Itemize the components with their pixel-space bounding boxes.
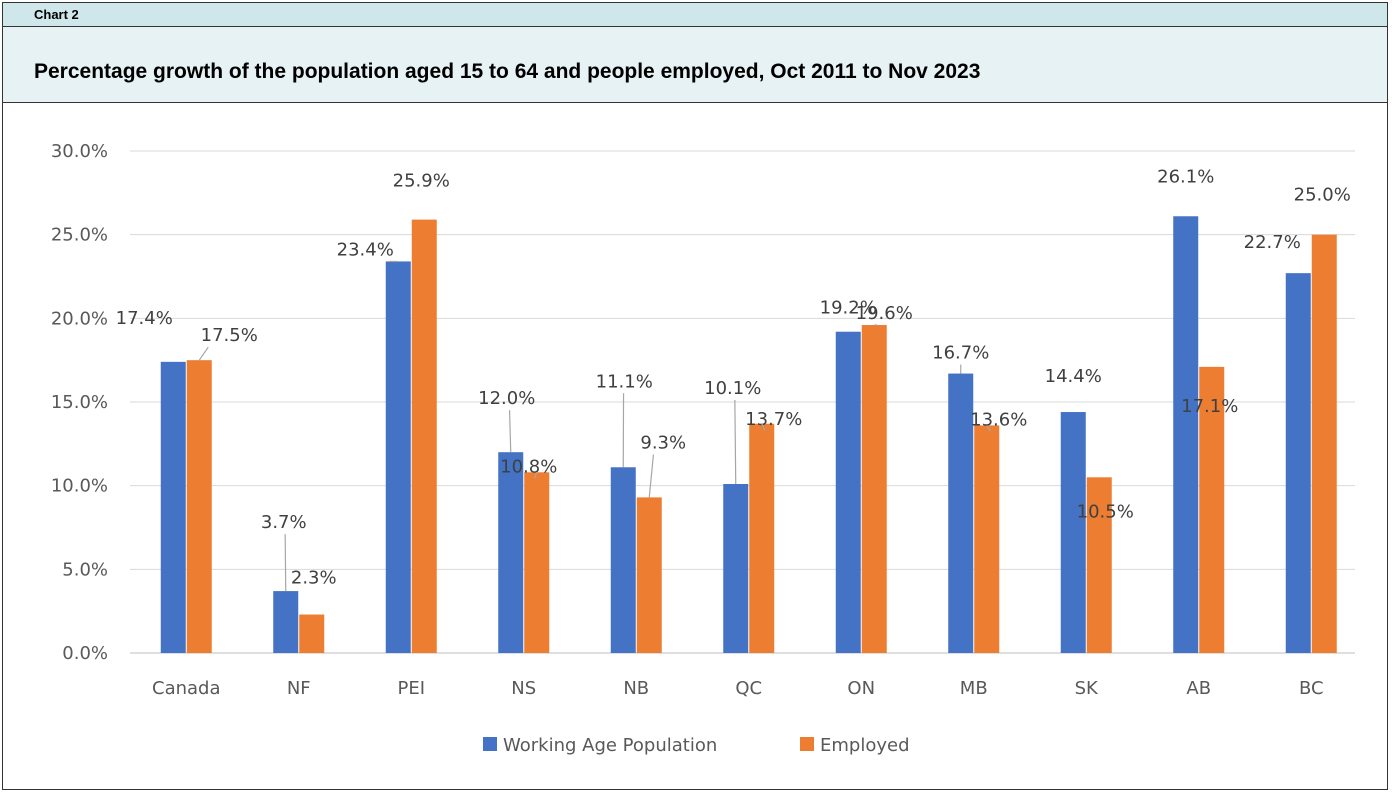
data-label-working-age: 14.4% xyxy=(1045,366,1102,387)
bar-employed xyxy=(1311,234,1337,653)
y-tick-label: 25.0% xyxy=(51,225,108,246)
data-label-employed: 17.5% xyxy=(201,325,258,346)
bar-employed xyxy=(1199,366,1225,653)
x-tick-label: Canada xyxy=(152,678,221,699)
legend-swatch-employed xyxy=(800,737,814,751)
bar-employed xyxy=(186,360,212,653)
y-tick-label: 10.0% xyxy=(51,476,108,497)
data-label-employed: 17.1% xyxy=(1181,396,1238,417)
chart-label-bar: Chart 2 xyxy=(3,3,1387,27)
bar-working-age xyxy=(610,467,636,653)
chart-title: Percentage growth of the population aged… xyxy=(34,60,981,83)
bar-employed xyxy=(524,472,550,653)
bar-employed xyxy=(299,614,325,653)
x-tick-label: NB xyxy=(623,678,649,699)
y-tick-label: 5.0% xyxy=(62,559,108,580)
leader-line xyxy=(508,410,512,453)
data-label-employed: 9.3% xyxy=(640,432,686,453)
bar-working-age xyxy=(1173,216,1199,653)
y-tick-label: 20.0% xyxy=(51,308,108,329)
data-label-working-age: 17.4% xyxy=(116,308,173,329)
leader-line xyxy=(761,423,766,432)
x-tick-label: PEI xyxy=(397,678,425,699)
x-tick-label: MB xyxy=(960,678,988,699)
bar-employed xyxy=(1086,477,1112,653)
bar-working-age xyxy=(723,483,749,653)
bar-employed xyxy=(411,219,437,653)
data-label-working-age: 12.0% xyxy=(478,388,535,409)
data-label-working-age: 11.1% xyxy=(596,371,653,392)
bar-employed xyxy=(749,423,775,653)
data-label-working-age: 10.1% xyxy=(704,378,761,399)
bar-working-age xyxy=(1285,273,1311,653)
x-tick-label: QC xyxy=(735,678,762,699)
leader-line xyxy=(986,425,991,432)
bar-working-age xyxy=(273,591,299,653)
bar-working-age xyxy=(498,452,524,653)
x-tick-label: NS xyxy=(511,678,536,699)
chart-title-bar: Percentage growth of the population aged… xyxy=(3,27,1387,103)
data-label-employed: 2.3% xyxy=(291,568,337,589)
x-tick-label: ON xyxy=(847,678,875,699)
data-label-working-age: 26.1% xyxy=(1157,166,1214,187)
legend-label-working-age: Working Age Population xyxy=(503,735,717,756)
legend-swatch-working-age xyxy=(483,737,497,751)
data-label-employed: 10.5% xyxy=(1077,501,1134,522)
bar-employed xyxy=(861,325,887,653)
bar-working-age xyxy=(160,361,186,653)
bar-working-age xyxy=(385,261,411,653)
x-tick-label: AB xyxy=(1186,678,1211,699)
x-tick-label: NF xyxy=(287,678,311,699)
legend-label-employed: Employed xyxy=(820,735,910,756)
leader-line xyxy=(734,399,737,484)
bar-working-age xyxy=(948,373,974,653)
data-label-working-age: 3.7% xyxy=(261,512,307,533)
bar-employed xyxy=(974,425,1000,653)
data-label-employed: 10.8% xyxy=(500,456,557,477)
leader-line xyxy=(198,346,209,361)
x-tick-label: SK xyxy=(1075,678,1099,699)
data-label-employed: 19.6% xyxy=(856,303,913,324)
y-tick-label: 30.0% xyxy=(51,141,108,162)
chart-label: Chart 2 xyxy=(34,7,79,22)
leader-line xyxy=(284,534,287,592)
data-label-working-age: 22.7% xyxy=(1244,232,1301,253)
data-label-employed: 13.7% xyxy=(745,409,802,430)
y-tick-label: 0.0% xyxy=(62,643,108,664)
x-tick-label: BC xyxy=(1299,678,1324,699)
data-label-employed: 25.0% xyxy=(1294,185,1351,206)
data-label-working-age: 19.2% xyxy=(820,298,877,319)
leader-line xyxy=(648,454,655,498)
data-label-working-age: 16.7% xyxy=(932,343,989,364)
y-tick-label: 15.0% xyxy=(51,392,108,413)
data-label-employed: 13.6% xyxy=(970,409,1027,430)
bar-employed xyxy=(636,497,662,653)
bar-working-age xyxy=(835,331,861,653)
data-label-employed: 25.9% xyxy=(393,171,450,192)
bar-working-age xyxy=(1060,412,1086,653)
data-label-working-age: 23.4% xyxy=(337,239,394,260)
leader-line xyxy=(533,472,538,479)
